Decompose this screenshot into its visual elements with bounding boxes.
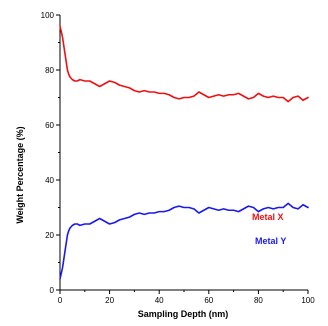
y-tick-label: 60 [45,121,54,130]
ticks: 0 20 40 60 80 100 0 20 40 60 80 100 [41,11,316,305]
x-tick-label: 100 [301,296,315,305]
x-tick-label: 60 [204,296,213,305]
y-tick-label: 80 [45,66,54,75]
series-lines [59,25,309,280]
axes [59,15,308,291]
x-tick-label: 0 [58,296,63,305]
y-tick-label: 100 [41,11,55,20]
series-line-metal-x [59,25,309,103]
series-label-metal-y: Metal Y [255,236,286,246]
y-axis-title: Weight Percentage (%) [15,126,25,223]
y-tick-label: 20 [45,231,54,240]
x-axis-title: Sampling Depth (nm) [138,309,229,319]
x-tick-label: 40 [155,296,164,305]
x-tick-label: 20 [105,296,114,305]
y-tick-label: 40 [45,176,54,185]
series-line-metal-y [59,202,309,280]
x-tick-label: 80 [254,296,263,305]
series-label-metal-x: Metal X [252,212,284,222]
y-tick-label: 0 [50,286,55,295]
